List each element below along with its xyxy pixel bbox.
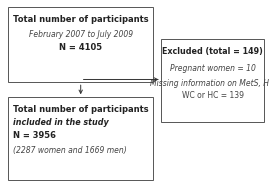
Text: Missing information on MetS, Ht,: Missing information on MetS, Ht, bbox=[150, 79, 269, 88]
Text: N = 3956: N = 3956 bbox=[13, 131, 56, 140]
Text: Excluded (total = 149): Excluded (total = 149) bbox=[162, 47, 263, 56]
Text: Total number of participants: Total number of participants bbox=[13, 105, 149, 114]
Text: Total number of participants: Total number of participants bbox=[13, 15, 148, 24]
Text: included in the study: included in the study bbox=[13, 118, 109, 127]
Text: Pregnant women = 10: Pregnant women = 10 bbox=[169, 64, 256, 73]
Text: February 2007 to July 2009: February 2007 to July 2009 bbox=[29, 30, 133, 39]
Bar bbox=[161, 39, 264, 122]
Bar bbox=[8, 97, 153, 180]
Bar bbox=[8, 7, 153, 82]
Text: WC or HC = 139: WC or HC = 139 bbox=[182, 91, 243, 100]
Text: (2287 women and 1669 men): (2287 women and 1669 men) bbox=[13, 146, 127, 155]
Text: N = 4105: N = 4105 bbox=[59, 43, 102, 52]
